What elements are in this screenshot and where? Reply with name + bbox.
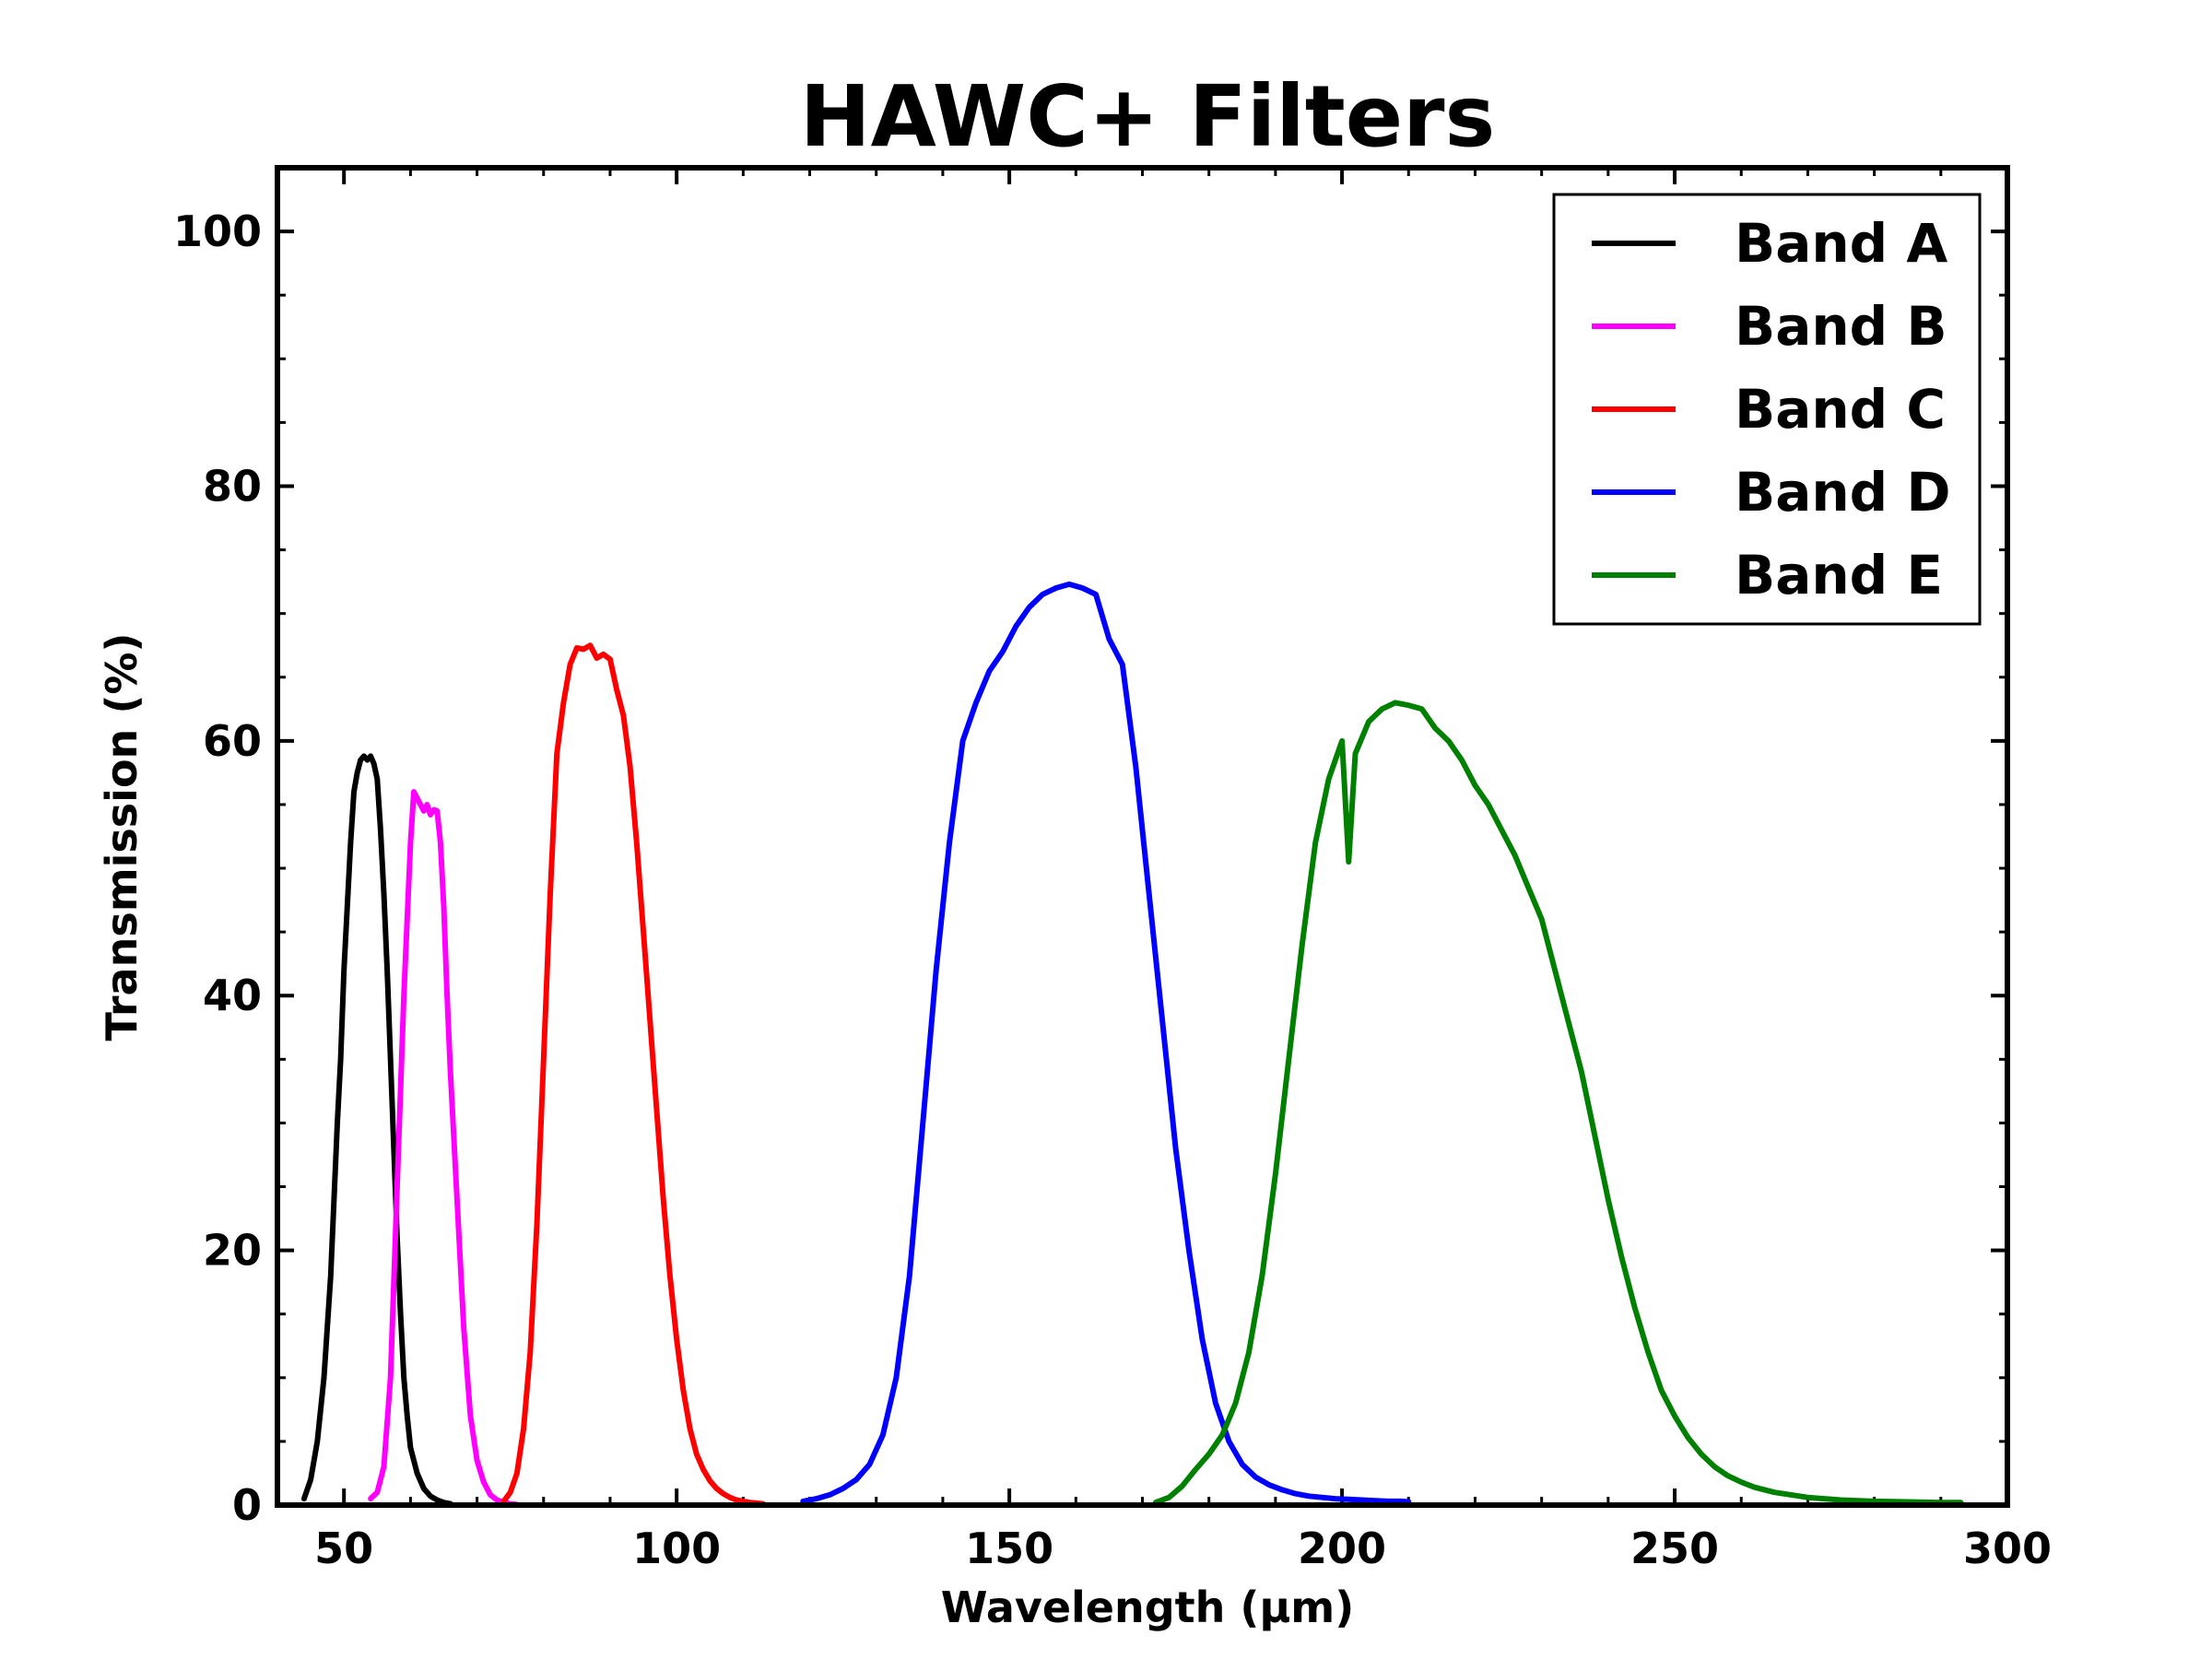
legend-label-band-a: Band A xyxy=(1735,212,1947,275)
series-line-band-e xyxy=(1152,700,1964,1506)
y-tick-label: 0 xyxy=(232,1480,262,1530)
y-tick-label: 60 xyxy=(203,716,262,766)
y-tick-label: 20 xyxy=(203,1226,262,1276)
legend-label-band-e: Band E xyxy=(1735,544,1943,606)
y-axis-label: Transmission (%) xyxy=(97,633,147,1041)
series-line-band-b xyxy=(368,789,520,1508)
series-line-band-a xyxy=(300,753,453,1507)
legend: Band A Band B Band C Band D Band E xyxy=(1552,193,1982,626)
x-tick-label: 200 xyxy=(1298,1524,1386,1573)
x-tick-label: 300 xyxy=(1963,1524,2052,1573)
x-tick-label: 150 xyxy=(965,1524,1053,1573)
y-tick-label: 100 xyxy=(173,206,262,256)
legend-label-band-c: Band C xyxy=(1735,378,1946,441)
axis-ticks: 50 100 150 200 250 300 0 20 40 60 80 100 xyxy=(173,168,2052,1573)
plot-area xyxy=(300,581,1964,1508)
y-tick-label: 80 xyxy=(203,461,262,511)
y-tick-label: 40 xyxy=(203,971,262,1020)
series-line-band-d xyxy=(800,581,1412,1505)
legend-label-band-d: Band D xyxy=(1735,461,1951,524)
x-axis-label: Wavelength (μm) xyxy=(941,1583,1355,1632)
chart-title: HAWC+ Filters xyxy=(800,67,1496,166)
x-tick-label: 100 xyxy=(632,1524,721,1573)
x-tick-label: 250 xyxy=(1630,1524,1719,1573)
legend-label-band-b: Band B xyxy=(1735,295,1947,358)
plot-frame xyxy=(275,165,2010,1508)
x-tick-label: 50 xyxy=(314,1524,373,1573)
series-line-band-c xyxy=(500,642,766,1507)
